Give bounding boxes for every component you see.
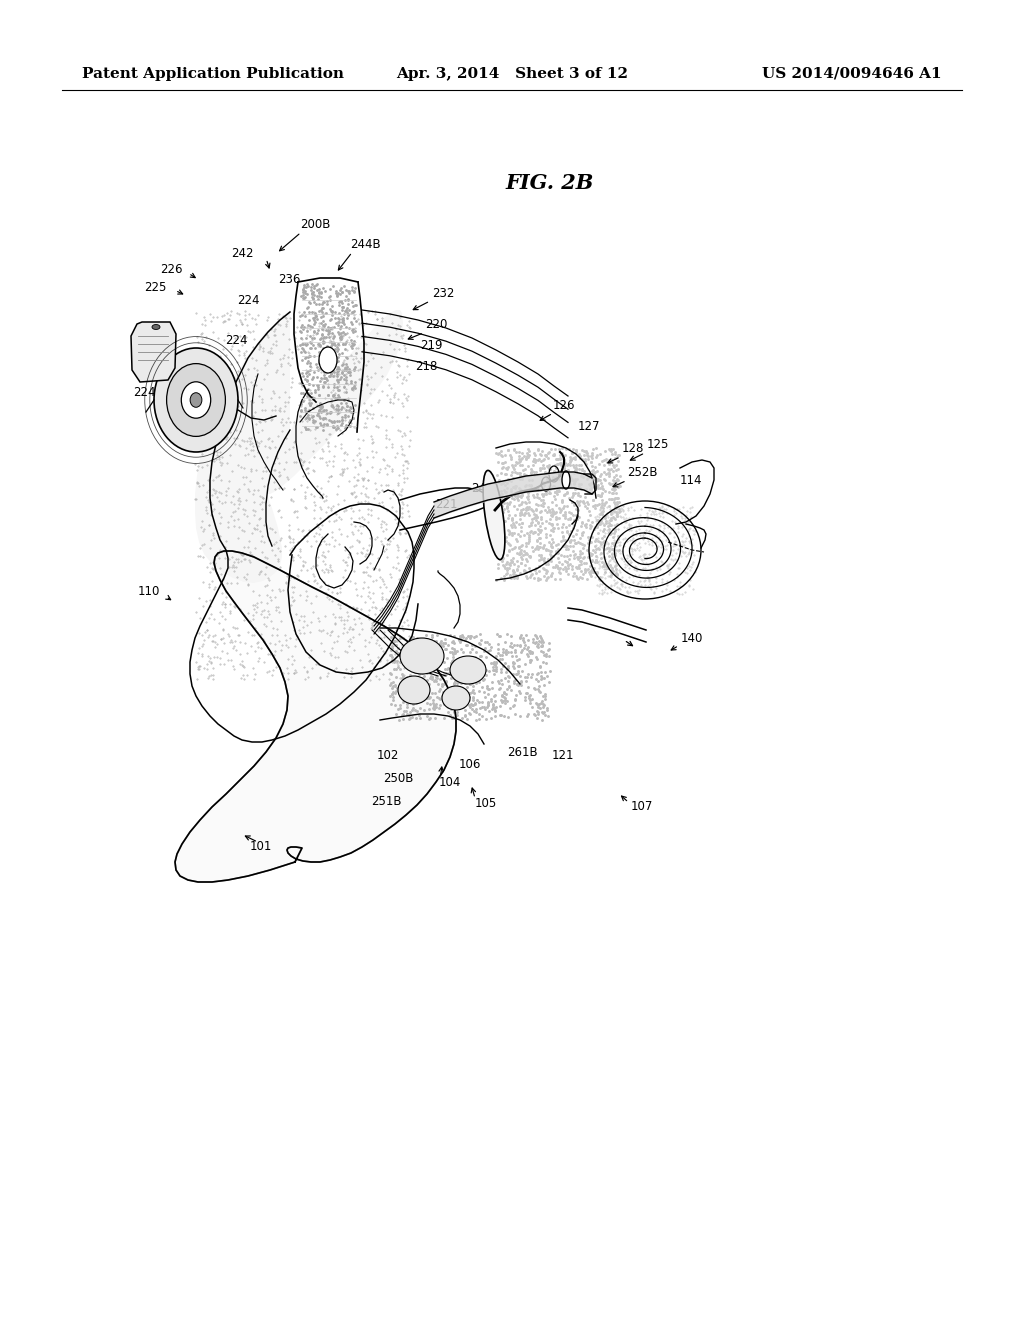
Text: 110: 110 — [137, 585, 160, 598]
Text: 232: 232 — [432, 286, 455, 300]
Polygon shape — [195, 310, 403, 583]
Ellipse shape — [154, 348, 238, 451]
Text: 250B: 250B — [383, 772, 414, 785]
Text: 242: 242 — [231, 247, 254, 260]
Ellipse shape — [190, 393, 202, 408]
Text: US 2014/0094646 A1: US 2014/0094646 A1 — [763, 67, 942, 81]
Ellipse shape — [181, 381, 211, 418]
Ellipse shape — [167, 363, 225, 437]
Ellipse shape — [483, 470, 505, 560]
Text: 224: 224 — [238, 294, 260, 308]
Text: 121: 121 — [552, 748, 574, 762]
Text: 221: 221 — [435, 498, 458, 511]
Text: 220: 220 — [425, 318, 447, 331]
Text: 226: 226 — [160, 263, 182, 276]
Text: Apr. 3, 2014   Sheet 3 of 12: Apr. 3, 2014 Sheet 3 of 12 — [396, 67, 628, 81]
Ellipse shape — [562, 471, 570, 488]
Ellipse shape — [319, 347, 337, 374]
Text: 126: 126 — [553, 399, 575, 412]
Text: 106: 106 — [459, 758, 481, 771]
Text: 102: 102 — [377, 748, 399, 762]
Text: 218: 218 — [415, 360, 437, 374]
Ellipse shape — [400, 638, 444, 675]
Text: 224: 224 — [225, 334, 248, 347]
Text: 107: 107 — [631, 800, 653, 813]
Text: 252B: 252B — [627, 466, 657, 479]
Text: 240: 240 — [471, 482, 494, 495]
Text: 105: 105 — [475, 797, 498, 810]
Polygon shape — [131, 322, 176, 381]
Text: 261B: 261B — [507, 746, 538, 759]
Text: 127: 127 — [578, 420, 600, 433]
Text: 244B: 244B — [350, 238, 381, 251]
Polygon shape — [175, 550, 456, 882]
Text: 219: 219 — [420, 339, 442, 352]
Text: 225: 225 — [144, 281, 167, 294]
Text: 125: 125 — [647, 438, 670, 451]
Text: 224: 224 — [133, 385, 156, 399]
Text: Patent Application Publication: Patent Application Publication — [82, 67, 344, 81]
Ellipse shape — [450, 656, 486, 684]
Ellipse shape — [152, 325, 160, 330]
Text: 200B: 200B — [300, 218, 331, 231]
Text: 114: 114 — [680, 474, 702, 487]
Ellipse shape — [442, 686, 470, 710]
Text: 140: 140 — [681, 632, 703, 645]
Text: 236: 236 — [279, 273, 301, 286]
Text: 128: 128 — [622, 442, 644, 455]
Ellipse shape — [398, 676, 430, 704]
Text: 251B: 251B — [371, 795, 401, 808]
Text: 104: 104 — [438, 776, 461, 789]
Text: 101: 101 — [250, 840, 272, 853]
Text: FIG. 2B: FIG. 2B — [506, 173, 594, 193]
